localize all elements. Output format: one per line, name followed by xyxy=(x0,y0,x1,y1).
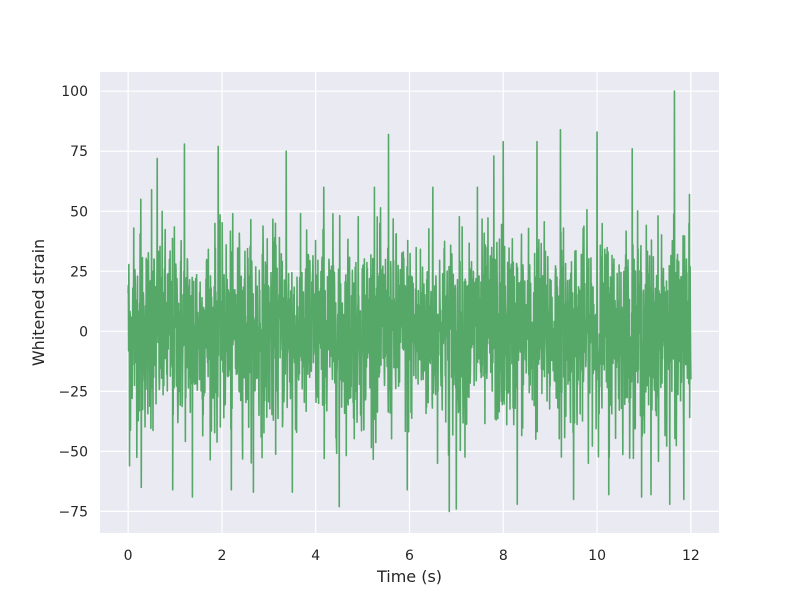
y-tick-label: −75 xyxy=(58,504,88,520)
y-tick-label: −50 xyxy=(58,444,88,460)
y-tick-label: 0 xyxy=(79,324,88,340)
x-tick-label: 10 xyxy=(588,548,606,564)
y-tick-label: 25 xyxy=(70,264,88,280)
x-tick-label: 4 xyxy=(311,548,320,564)
x-axis-ticks: 0 2 4 6 8 10 12 xyxy=(124,548,700,564)
x-tick-label: 2 xyxy=(217,548,226,564)
y-tick-label: 100 xyxy=(61,84,88,100)
y-tick-label: 75 xyxy=(70,144,88,160)
y-axis-label: Whitened strain xyxy=(29,239,48,366)
y-tick-label: −25 xyxy=(58,384,88,400)
x-tick-label: 6 xyxy=(405,548,414,564)
y-axis-ticks: −75 −50 −25 0 25 50 75 100 xyxy=(58,84,88,520)
y-tick-label: 50 xyxy=(70,204,88,220)
x-tick-label: 0 xyxy=(124,548,133,564)
x-axis-label: Time (s) xyxy=(376,567,442,586)
x-tick-label: 12 xyxy=(682,548,700,564)
x-tick-label: 8 xyxy=(499,548,508,564)
